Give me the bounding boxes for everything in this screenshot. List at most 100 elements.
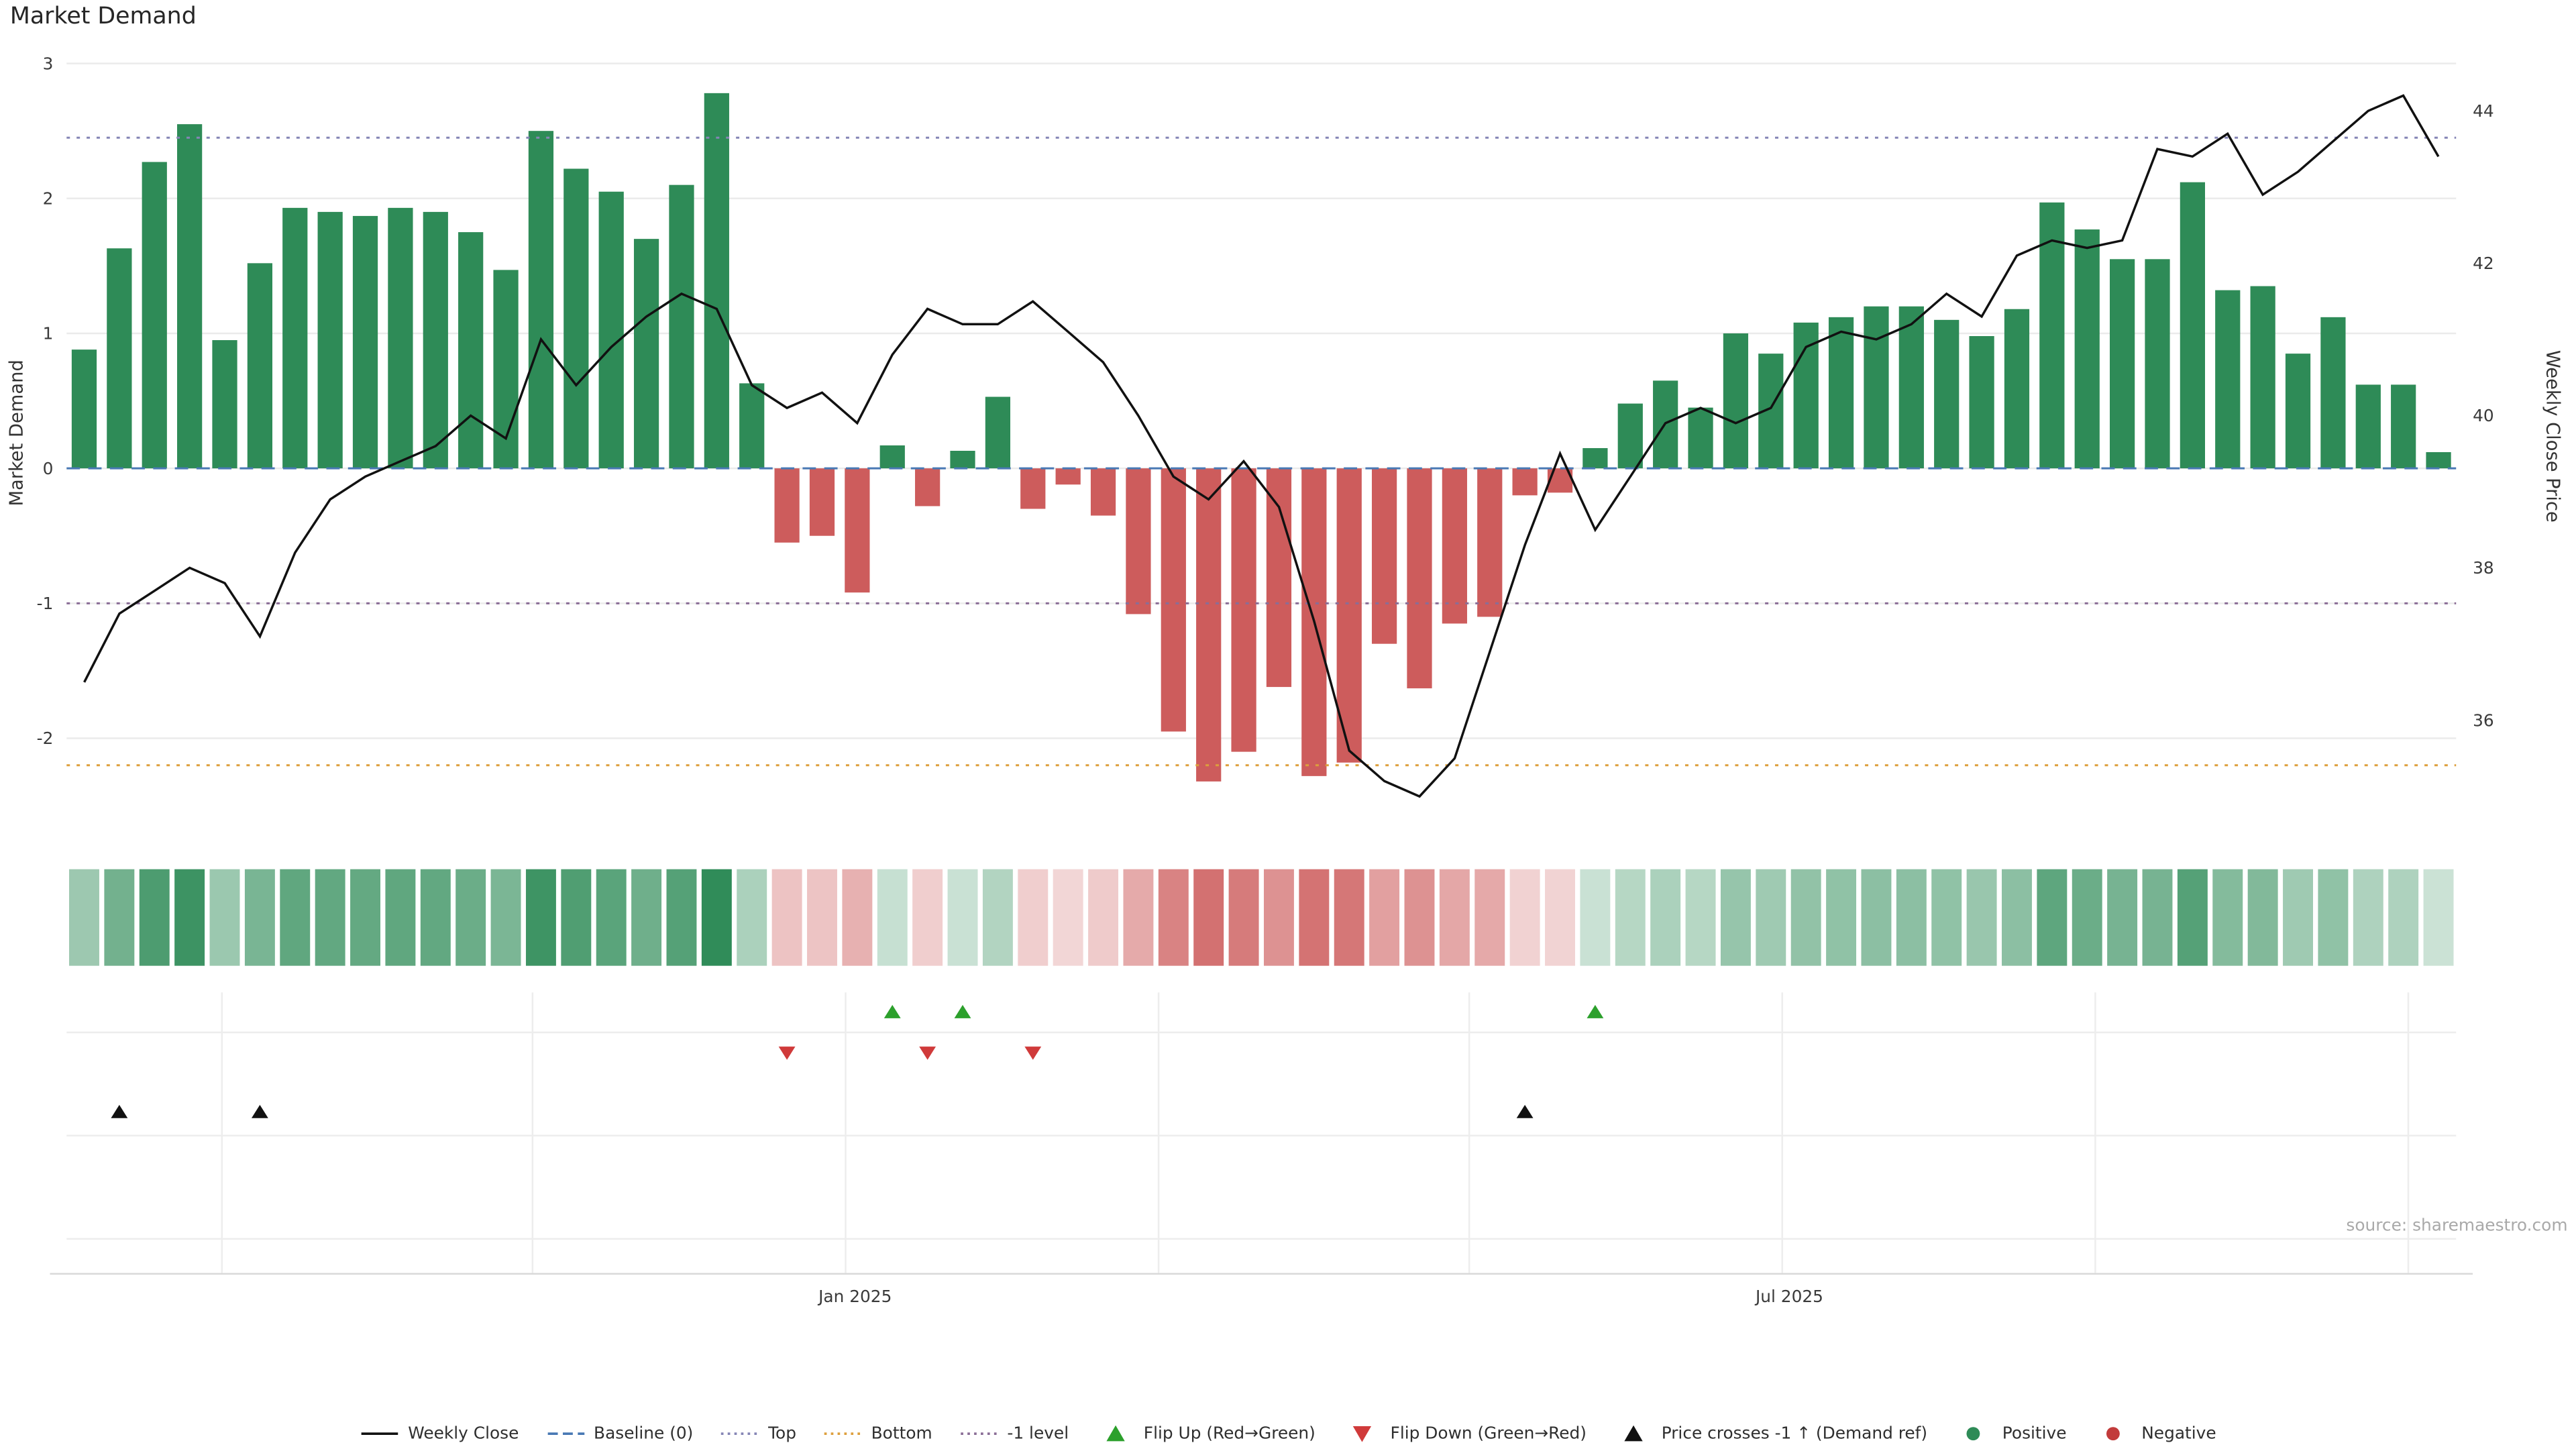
legend-label: -1 level [1007,1424,1069,1443]
left-axis-tick: 1 [43,324,54,343]
strip-cell [1404,869,1435,966]
tri-up-swatch-icon [1623,1425,1643,1442]
strip-cell [1088,869,1119,966]
strip-cell [350,869,381,966]
left-axis-tick: 0 [43,459,54,478]
demand-bar [1020,468,1046,509]
strip-cell [807,869,837,966]
demand-bar [2145,259,2170,469]
strip-cell [69,869,99,966]
x-axis-tick: Jul 2025 [1754,1287,1823,1306]
strip-cell [1299,869,1330,966]
strip-cell [1369,869,1400,966]
legend: Weekly Close Baseline (0) Top Bottom -1 leve… [0,1424,2576,1444]
strip-cell [2247,869,2278,966]
strip-cell [139,869,170,966]
strip-cell [2107,869,2138,966]
price-cross-marker [1516,1104,1534,1118]
strip-cell [1826,869,1857,966]
legend-label: Bottom [871,1424,932,1443]
strip-cell [1439,869,1470,966]
demand-bar [879,445,905,469]
demand-bar [423,211,448,469]
demand-bar [2004,309,2030,469]
source-credit: source: sharemaestro.com [2346,1217,2568,1236]
strip-cell [1018,869,1049,966]
demand-bar [352,215,378,469]
strip-cell [1334,869,1364,966]
strip-cell [877,869,908,966]
demand-bar [950,450,975,469]
demand-bar [388,207,413,469]
demand-bar [1090,468,1116,516]
tri-down-swatch-icon [1352,1426,1372,1442]
strip-cell [1756,869,1786,966]
demand-bar [1055,468,1081,485]
strip-cell [1228,869,1259,966]
legend-item: -1 level [959,1424,1069,1444]
strip-cell [1509,869,1540,966]
demand-bar [177,124,203,469]
strip-cell [2423,869,2454,966]
demand-bar [1898,306,1924,469]
strip-cell [1896,869,1927,966]
demand-bar [1161,468,1186,732]
demand-bar [1617,403,1643,469]
tri-up-swatch-icon [1106,1425,1125,1442]
demand-bar [282,207,308,469]
strip-cell [490,869,521,966]
demand-bar [809,468,835,536]
strip-cell [2353,869,2383,966]
demand-bar [915,468,941,506]
flip-down-marker [778,1046,796,1060]
legend-item: Negative [2093,1424,2216,1444]
strip-cell [315,869,345,966]
strip-cell [420,869,451,966]
legend-item: Price crosses -1 ↑ (Demand ref) [1613,1424,1927,1444]
strip-cell [737,869,767,966]
strip-cell [1615,869,1646,966]
strip-cell [2177,869,2208,966]
strip-cell [1474,869,1505,966]
strip-cell [104,869,135,966]
demand-bar [1582,447,1608,469]
demand-bar [2391,384,2416,469]
flip-up-marker [883,1005,901,1018]
demand-bar [1688,407,1713,469]
flip-down-marker [1024,1046,1042,1060]
strip-cell [525,869,556,966]
strip-cell [1966,869,1997,966]
legend-label: Negative [2141,1424,2216,1443]
right-axis-tick: 36 [2473,710,2494,730]
demand-bar [1231,468,1256,752]
demand-bar [1723,333,1749,469]
flip-up-marker [954,1005,971,1018]
demand-bar [2285,354,2311,469]
strip-cell [1861,869,1892,966]
demand-bar [317,211,343,469]
demand-bar [1512,468,1538,496]
strip-cell [280,869,311,966]
demand-bar [212,340,237,469]
line-swatch-icon [361,1432,398,1436]
strip-cell [701,869,732,966]
strip-cell [385,869,416,966]
legend-item: Bottom [823,1424,932,1444]
demand-bar [142,162,167,469]
price-cross-marker [251,1104,268,1118]
demand-bar [2320,317,2346,469]
left-axis-tick: 3 [43,54,54,73]
demand-bar [1828,317,1854,469]
demand-bar [2180,182,2205,469]
strip-cell [1053,869,1083,966]
demand-bar [2039,202,2065,469]
strip-cell [1193,869,1224,966]
dot-swatch-icon [721,1432,759,1436]
strip-cell [771,869,802,966]
strip-cell [596,869,627,966]
strip-cell [631,869,662,966]
strip-cell [209,869,240,966]
dot-swatch-icon [824,1432,861,1436]
demand-bar [704,93,729,469]
legend-label: Price crosses -1 ↑ (Demand ref) [1661,1424,1928,1443]
